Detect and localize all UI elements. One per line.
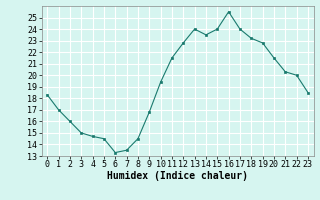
X-axis label: Humidex (Indice chaleur): Humidex (Indice chaleur) — [107, 171, 248, 181]
